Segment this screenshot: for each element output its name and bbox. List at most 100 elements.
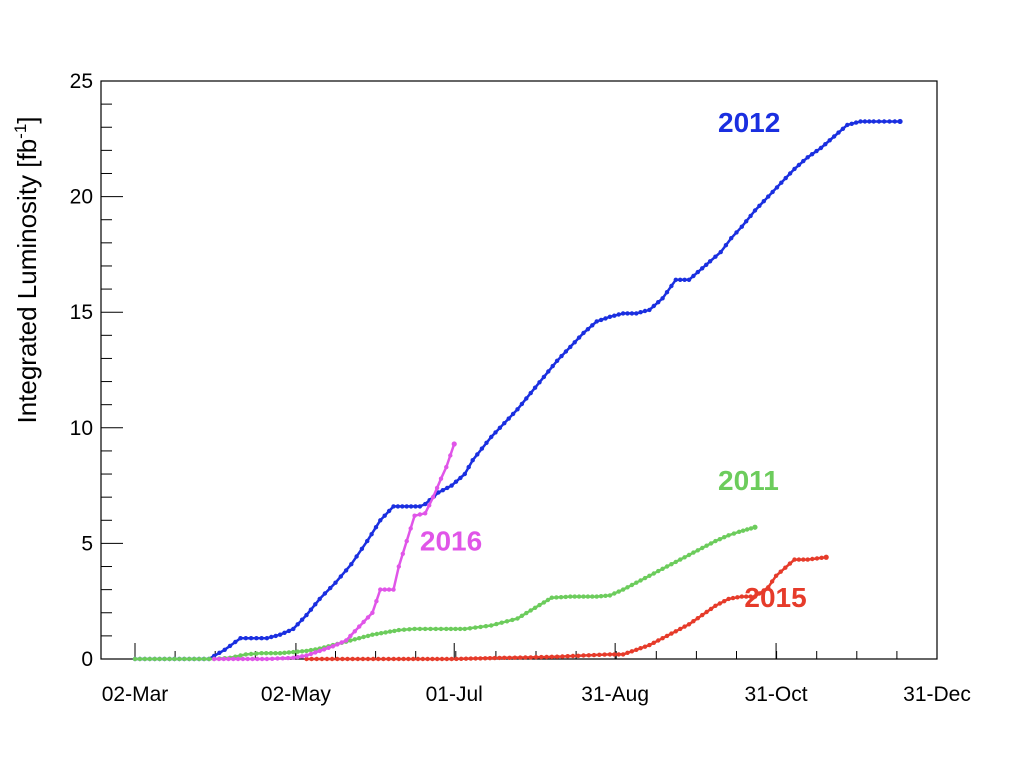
series-2011-point: [629, 582, 635, 588]
series-2012-point: [546, 369, 551, 374]
series-2015-point: [309, 656, 314, 662]
series-2016-point: [216, 656, 222, 662]
series-2015-point: [512, 655, 518, 660]
series-2012-point: [436, 490, 441, 495]
series-2011-point: [744, 527, 750, 532]
series-2015-point: [435, 656, 440, 662]
series-2012-point: [748, 213, 753, 219]
series-2015-point: [406, 656, 411, 662]
series-2012-point: [382, 513, 387, 518]
series-2011-point: [537, 602, 542, 608]
series-2012-point: [713, 254, 718, 259]
series-2012-point: [391, 504, 396, 509]
y-tick-label: 0: [81, 648, 93, 671]
series-2011-point: [259, 651, 264, 656]
series-2011-point: [603, 593, 608, 598]
series-2012-point: [554, 358, 560, 363]
series-2015-point: [430, 656, 435, 662]
series-2012-label: 2012: [718, 107, 780, 138]
series-2012-point: [752, 208, 758, 213]
series-2012-point: [413, 504, 418, 509]
series-2011-point: [647, 573, 652, 578]
series-2012-point: [818, 145, 824, 151]
series-2012-point: [484, 440, 489, 445]
x-tick-label: 02-May: [261, 683, 332, 706]
series-2012-point: [400, 504, 405, 509]
series-2011-point: [740, 528, 746, 533]
series-2016-point: [444, 464, 449, 470]
series-2016-point: [259, 656, 265, 662]
series-2012-point: [282, 630, 287, 635]
y-axis-label-superscript: -1: [11, 124, 30, 139]
series-2012-point: [831, 134, 837, 139]
x-tick-label: 31-Oct: [745, 683, 808, 706]
series-2015-point: [340, 656, 345, 662]
y-tick-label: 15: [70, 301, 93, 324]
series-2011-point: [620, 587, 626, 592]
series-2011-point: [612, 591, 617, 596]
series-2011-point: [576, 594, 582, 599]
series-2011-point: [669, 562, 674, 567]
series-2011-point: [499, 620, 504, 625]
series-2015-point: [560, 654, 565, 659]
series-2012-point: [625, 311, 630, 316]
series-2011-point: [383, 630, 388, 635]
series-2011-point: [607, 593, 613, 598]
series-labels: 2012 2011 2015 2016: [420, 107, 807, 613]
series-2015-point: [386, 656, 391, 662]
series-2012-point: [779, 180, 784, 185]
series-2011-point: [401, 627, 407, 632]
series-2016-point: [299, 654, 305, 659]
series-2011-point: [722, 535, 727, 540]
series-2012-point: [373, 525, 379, 530]
series-2012-point: [440, 488, 445, 493]
series-2015-point: [787, 561, 793, 566]
series-2015-point: [634, 647, 639, 652]
series-2015-point: [682, 624, 687, 629]
series-2015-point: [463, 656, 469, 661]
series-2015-point: [502, 655, 507, 660]
series-2011-point: [268, 651, 274, 656]
series-2012-point: [333, 580, 338, 585]
series-2016-point: [448, 453, 453, 458]
series-2011-point: [731, 531, 737, 536]
series-2012-point: [686, 277, 692, 282]
series-2016-point: [374, 599, 379, 604]
series-2012-point: [678, 277, 683, 282]
series-2015-point: [752, 594, 758, 599]
series-2011-point: [545, 597, 551, 603]
series-2011-point: [387, 629, 393, 634]
series-2015-point: [586, 653, 591, 658]
series-2011-point: [458, 626, 463, 632]
series-2016-point: [250, 656, 255, 662]
series-2012-point: [642, 308, 648, 314]
series-2011-point: [504, 619, 510, 624]
series-2015-point: [483, 656, 488, 661]
series-2015-point: [713, 603, 718, 608]
series-2015-point: [625, 650, 630, 655]
series-2012-point: [620, 311, 626, 316]
series-2012-point: [395, 504, 401, 509]
series-2015-point: [602, 652, 607, 657]
series-2012-point: [707, 259, 713, 264]
series-2015-point: [730, 595, 736, 601]
series-2016-point: [412, 513, 417, 518]
series-2016-point: [330, 644, 336, 649]
series-2012-point: [634, 311, 639, 316]
series-2012-point: [887, 119, 892, 124]
series-2012-point: [827, 138, 832, 143]
series-2016-point: [221, 656, 226, 662]
series-2015-point: [314, 656, 319, 662]
series-2011-point: [673, 559, 678, 565]
series-2012-point: [871, 119, 876, 124]
series-2012-point: [497, 425, 503, 430]
series-2011-point: [357, 636, 362, 641]
series-2016-point: [308, 651, 314, 657]
series-2012-point: [616, 312, 621, 317]
series-2011-point: [248, 651, 254, 657]
series-2011-point: [581, 594, 586, 599]
series-2011-point: [152, 656, 157, 662]
series-2011-point: [558, 595, 564, 600]
series-2015-point: [468, 656, 473, 661]
